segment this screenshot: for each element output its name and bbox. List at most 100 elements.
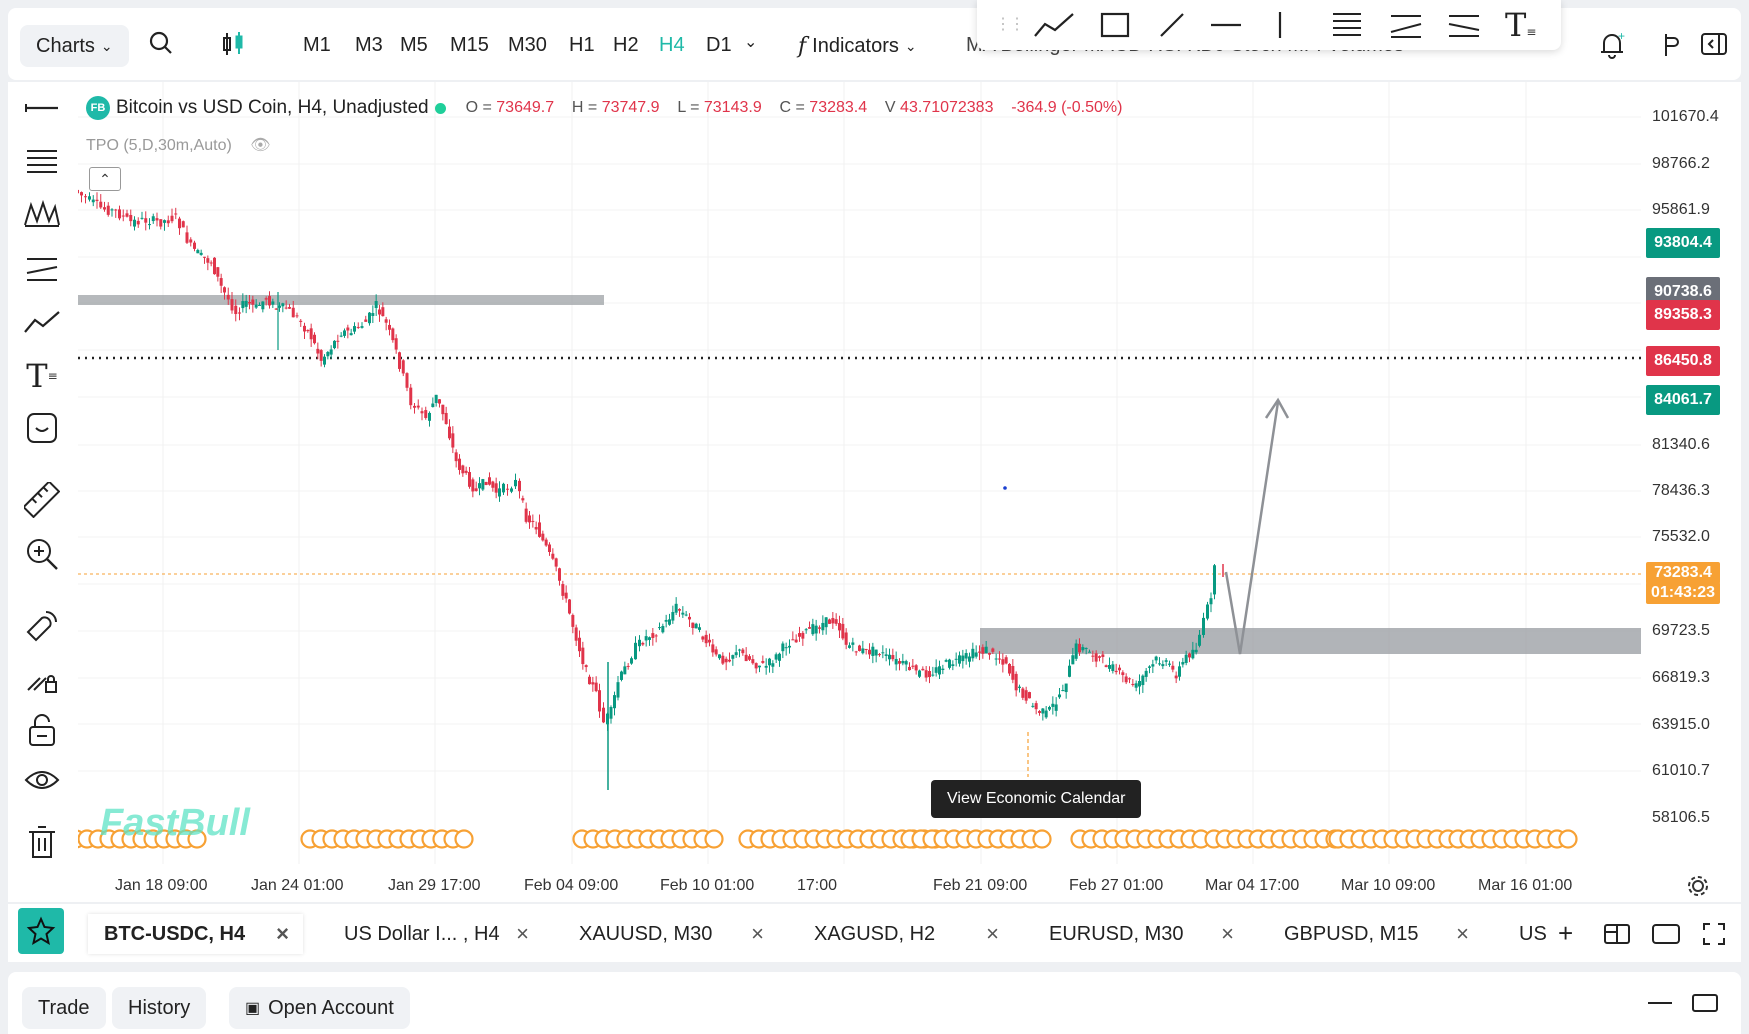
timeframe-h2[interactable]: H2	[613, 34, 639, 56]
single-layout-icon[interactable]	[1652, 924, 1680, 949]
settings-gear-icon[interactable]	[1686, 874, 1710, 903]
horizontal-line-icon[interactable]	[1209, 10, 1243, 40]
candle-body	[136, 220, 140, 225]
text-icon[interactable]: T ≡	[26, 357, 58, 395]
candle-body	[278, 305, 281, 308]
chart-canvas[interactable]	[78, 82, 1641, 902]
text-tool-icon[interactable]: T≡	[1505, 6, 1537, 44]
close-tab-icon[interactable]: ×	[1456, 921, 1469, 946]
chart-tab[interactable]: US	[1503, 914, 1553, 954]
maximize-panel-icon[interactable]	[1692, 994, 1718, 1012]
bell-add-icon[interactable]: +	[1598, 29, 1626, 65]
parallel-channel-icon[interactable]	[1389, 10, 1423, 40]
candle-body	[654, 635, 658, 637]
ohlc-values: O = 73649.7 H = 73747.9 L = 73143.9 C = …	[465, 99, 1123, 116]
candle-body	[941, 668, 945, 670]
pattern-icon[interactable]	[22, 194, 62, 234]
close-tab-icon[interactable]: ×	[1221, 921, 1234, 946]
candle-body	[609, 707, 613, 719]
candle-body	[1124, 676, 1128, 683]
ruler-icon[interactable]	[22, 480, 62, 520]
timeframe-h1[interactable]: H1	[569, 34, 595, 56]
trade-tab[interactable]: Trade	[22, 987, 106, 1029]
zoom-in-icon[interactable]	[22, 534, 62, 574]
unlock-icon[interactable]	[22, 710, 62, 750]
history-tab[interactable]: History	[112, 987, 207, 1029]
candle-body	[185, 232, 189, 243]
candle-body	[343, 330, 346, 336]
candle-body	[458, 458, 461, 470]
timeframe-d1[interactable]: D1	[706, 34, 732, 56]
close-tab-icon[interactable]: ×	[751, 921, 764, 946]
candle-body	[924, 670, 928, 678]
lock-drawing-icon[interactable]	[22, 658, 62, 698]
chart-tab[interactable]: US Dollar I... , H4 ×	[328, 914, 543, 954]
trend-line-icon[interactable]	[1157, 10, 1187, 40]
vertical-line-icon[interactable]	[1275, 10, 1285, 40]
magnet-icon[interactable]	[22, 606, 62, 646]
add-tab-icon[interactable]: +	[1558, 918, 1574, 948]
timeframe-m15[interactable]: M15	[450, 34, 489, 56]
candle-body	[319, 350, 323, 361]
fullscreen-icon[interactable]	[1702, 922, 1726, 951]
currency-icon[interactable]	[1660, 30, 1682, 65]
candle-body	[1181, 662, 1185, 665]
chart-tab[interactable]: XAUUSD, M30 ×	[563, 914, 778, 954]
timeframe-more-icon[interactable]: ⌄	[744, 34, 758, 51]
minimize-panel-icon[interactable]	[1648, 1002, 1672, 1004]
candle-type-icon[interactable]	[220, 30, 246, 63]
price-axis[interactable]	[1641, 82, 1741, 902]
candle-body	[306, 330, 310, 332]
chart-tab[interactable]: EURUSD, M30 ×	[1033, 914, 1248, 954]
search-icon[interactable]	[148, 30, 174, 61]
chart-tab[interactable]: XAGUSD, H2 ×	[798, 914, 1013, 954]
rectangle-icon[interactable]	[1099, 10, 1131, 40]
collapse-panel-icon[interactable]	[1700, 32, 1728, 61]
candle-body	[103, 207, 106, 210]
indicators-button[interactable]: f Indicators ⌄	[798, 34, 917, 59]
candle-body	[1008, 663, 1011, 674]
chart-tab[interactable]: BTC-USDC, H4 ×	[88, 914, 303, 954]
candle-body	[1154, 656, 1158, 661]
emoji-icon[interactable]	[22, 408, 62, 448]
polyline-icon[interactable]	[1033, 10, 1075, 40]
candle-body	[353, 326, 356, 332]
timeframe-m30[interactable]: M30	[508, 34, 547, 56]
candle-body	[908, 666, 911, 671]
timeframe-m5[interactable]: M5	[400, 34, 428, 56]
trend-tools-icon[interactable]	[22, 302, 62, 342]
eye-icon[interactable]	[22, 760, 62, 800]
hide-indicator-icon[interactable]: 👁	[250, 137, 271, 154]
symbol-title[interactable]: Bitcoin vs USD Coin, H4, Unadjusted	[116, 97, 429, 118]
candle-body	[661, 626, 665, 633]
trash-icon[interactable]	[22, 822, 62, 862]
candle-body	[951, 664, 955, 667]
timeframe-m1[interactable]: M1	[303, 34, 331, 56]
gann-icon[interactable]	[22, 248, 62, 288]
open-account-button[interactable]: ▣ Open Account	[229, 987, 410, 1029]
timeframe-h4[interactable]: H4	[659, 34, 685, 56]
indicator-legend[interactable]: TPO (5,D,30m,Auto) 👁	[86, 135, 271, 155]
fib-levels-icon[interactable]	[22, 142, 62, 182]
close-tab-icon[interactable]: ×	[516, 921, 529, 946]
candle-body	[151, 216, 155, 222]
candle-body	[281, 303, 285, 307]
candle-body	[711, 644, 715, 653]
split-layout-icon[interactable]	[1604, 924, 1630, 949]
pitchfork-icon[interactable]	[1447, 10, 1481, 40]
candle-body	[658, 627, 661, 629]
favorite-star-button[interactable]	[18, 908, 64, 954]
candle-body	[1078, 643, 1081, 653]
close-tab-icon[interactable]: ×	[276, 921, 289, 946]
drag-handle-icon[interactable]: ⋮⋮	[995, 16, 1025, 33]
candle-body	[681, 612, 685, 615]
chart-tab[interactable]: GBPUSD, M15 ×	[1268, 914, 1483, 954]
timeframe-m3[interactable]: M3	[355, 34, 383, 56]
crosshair-line-icon[interactable]	[22, 88, 62, 128]
charts-menu-button[interactable]: Charts ⌄	[20, 25, 129, 67]
fib-retracement-icon[interactable]	[1331, 10, 1363, 40]
close-tab-icon[interactable]: ×	[986, 921, 999, 946]
candle-body	[110, 209, 114, 211]
candle-body	[216, 267, 220, 277]
collapse-legend-button[interactable]: ⌃	[89, 167, 121, 191]
